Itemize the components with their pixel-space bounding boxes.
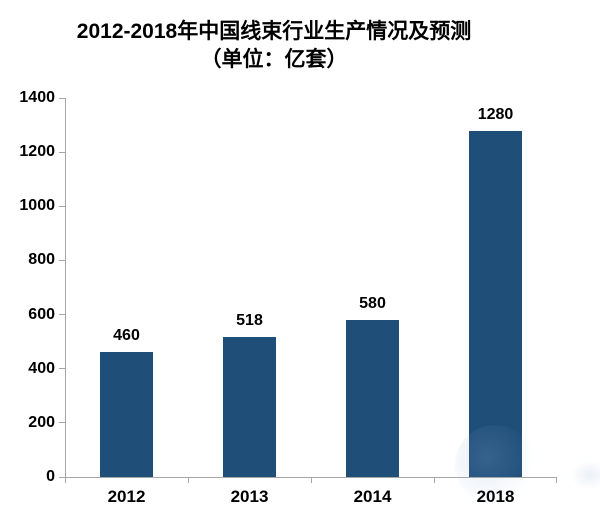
y-axis-tick [59, 422, 65, 424]
x-axis-tick [434, 477, 435, 483]
bar [223, 336, 276, 477]
bar [469, 130, 522, 477]
y-axis-tick-label: 600 [28, 305, 55, 323]
chart-title-block: 2012-2018年中国线束行业生产情况及预测 （单位：亿套） [0, 18, 574, 74]
y-axis-tick-label: 200 [28, 413, 55, 431]
watermark-smudge [570, 460, 600, 490]
plot-area: 0 200 400 600 800 1000 1200 1400 460 2012 518 2013 5… [19, 89, 557, 506]
y-axis-line [65, 98, 66, 477]
bar [100, 352, 153, 477]
x-axis-tick [556, 477, 557, 483]
y-axis-tick [59, 259, 65, 261]
x-axis-tick [188, 477, 189, 483]
bar [346, 320, 399, 477]
x-axis-category-label: 2018 [476, 487, 515, 506]
y-axis-tick-label: 1200 [19, 143, 55, 161]
y-axis-tick [59, 97, 65, 99]
x-axis-category-label: 2013 [230, 487, 269, 506]
bar-value-label: 580 [359, 295, 386, 312]
y-axis-tick-label: 0 [46, 468, 55, 485]
bar-value-label: 1280 [477, 105, 514, 123]
bar-value-label: 460 [113, 327, 140, 345]
y-axis-tick [59, 368, 65, 370]
y-axis-tick-label: 1400 [19, 89, 55, 106]
x-axis-tick [311, 477, 312, 483]
bar-value-label: 518 [236, 311, 263, 329]
y-axis-tick-label: 1000 [19, 197, 55, 215]
x-axis-category-label: 2014 [353, 487, 392, 506]
x-axis-tick [65, 477, 66, 483]
y-axis-tick [59, 205, 65, 207]
y-axis-tick-label: 800 [28, 251, 55, 269]
chart-subtitle: （单位：亿套） [200, 48, 348, 71]
x-axis-category-label: 2012 [107, 487, 146, 506]
y-axis-tick-label: 400 [28, 359, 55, 377]
x-axis-line [64, 477, 557, 478]
y-axis-tick [59, 476, 65, 478]
y-axis-tick [59, 314, 65, 316]
y-axis-tick [59, 151, 65, 153]
chart-title: 2012-2018年中国线束行业生产情况及预测 [76, 20, 472, 43]
